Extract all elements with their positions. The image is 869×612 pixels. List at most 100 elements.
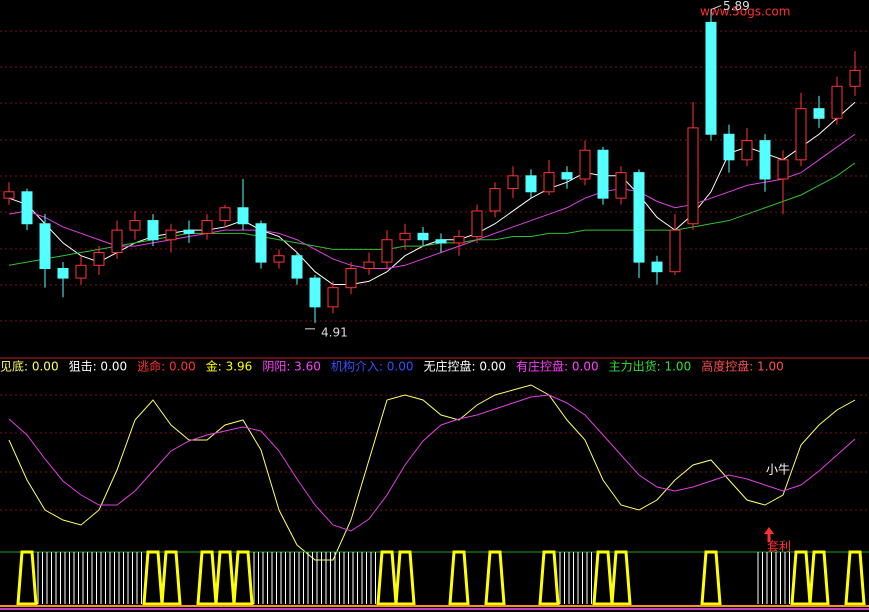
- candle-body: [471, 210, 483, 238]
- candle-body: [669, 229, 681, 273]
- signal-hatch: [289, 552, 304, 604]
- candle-body: [21, 191, 33, 225]
- signal-trapezoid: [700, 550, 722, 606]
- candle-body: [183, 229, 195, 234]
- candle-body: [165, 229, 177, 241]
- candle-body: [309, 277, 321, 308]
- signal-hatch: [343, 552, 358, 604]
- candle-body: [3, 191, 15, 199]
- low-label: 4.91: [321, 325, 348, 339]
- signal-trapezoid: [16, 550, 38, 606]
- indicator-label: 无庄控盘: 0.00: [423, 359, 506, 374]
- candle-body: [273, 255, 285, 263]
- signal-label: 套利: [767, 540, 791, 554]
- candle-body: [741, 140, 753, 161]
- signal-hatch: [559, 552, 574, 604]
- candle-body: [417, 232, 429, 241]
- oscillator-line: [8, 384, 856, 561]
- candle-body: [831, 85, 843, 119]
- candle-body: [201, 220, 213, 234]
- candle-body: [633, 172, 645, 263]
- signal-trapezoid: [844, 550, 866, 606]
- signal-hatch: [577, 552, 592, 604]
- signal-arrow: [764, 527, 774, 542]
- signal-trapezoid: [142, 550, 164, 606]
- candle-body: [795, 108, 807, 161]
- candle-body: [93, 252, 105, 266]
- signal-hatch: [73, 552, 88, 604]
- indicator-label: 狙击: 0.00: [69, 360, 128, 374]
- signal-trapezoid: [610, 550, 632, 606]
- signal-hatch: [253, 552, 268, 604]
- signal-hatch: [361, 552, 376, 604]
- indicator-label: 机构介入: 0.00: [331, 359, 414, 374]
- candle-body: [129, 220, 141, 231]
- candle-body: [381, 239, 393, 263]
- candle-body: [255, 223, 267, 263]
- watermark: www.5ogs.com: [700, 5, 790, 19]
- signal-hatch: [55, 552, 70, 604]
- oscillator-line: [8, 394, 856, 532]
- moving-average-line: [8, 162, 856, 266]
- candle-body: [759, 140, 771, 180]
- candle-body: [489, 188, 501, 212]
- candle-body: [777, 159, 789, 180]
- candle-body: [687, 127, 699, 225]
- candle-body: [813, 108, 825, 119]
- signal-trapezoid: [214, 550, 236, 606]
- indicator-label: 逃命: 0.00: [137, 359, 196, 374]
- signal-hatch: [37, 552, 52, 604]
- candle-body: [597, 149, 609, 199]
- candle-body: [39, 223, 51, 269]
- signal-trapezoid: [484, 550, 506, 606]
- candle-body: [543, 172, 555, 193]
- signal-trapezoid: [376, 550, 398, 606]
- signal-hatch: [91, 552, 106, 604]
- candle-body: [75, 264, 87, 279]
- candle-body: [363, 261, 375, 270]
- candle-body: [561, 172, 573, 180]
- candle-body: [237, 207, 249, 225]
- signal-trapezoid: [394, 550, 416, 606]
- candle-body: [723, 133, 735, 161]
- signal-trapezoid: [538, 550, 560, 606]
- signal-hatch: [757, 552, 772, 604]
- candle-body: [579, 149, 591, 180]
- signal-trapezoid: [448, 550, 470, 606]
- candle-body: [327, 287, 339, 308]
- candle-body: [651, 261, 663, 273]
- indicator-label: 高度控盘: 1.00: [701, 359, 784, 374]
- indicator-label: 阴阳: 3.60: [262, 360, 321, 374]
- candle-body: [507, 175, 519, 190]
- signal-trapezoid: [592, 550, 614, 606]
- signal-trapezoid: [196, 550, 218, 606]
- note-label: 小牛: [766, 462, 790, 477]
- candle-body: [849, 69, 861, 87]
- high-label: 5.89: [723, 0, 750, 13]
- candle-body: [525, 175, 537, 193]
- signal-hatch: [307, 552, 322, 604]
- candle-body: [57, 268, 69, 279]
- signal-hatch: [775, 552, 790, 604]
- candle-body: [435, 239, 447, 244]
- candle-body: [111, 229, 123, 254]
- signal-hatch: [109, 552, 124, 604]
- signal-hatch: [127, 552, 142, 604]
- candle-body: [147, 220, 159, 241]
- indicator-label: 金: 3.96: [206, 359, 253, 374]
- signal-hatch: [271, 552, 286, 604]
- signal-trapezoid: [790, 550, 812, 606]
- candle-body: [291, 255, 303, 279]
- signal-trapezoid: [232, 550, 254, 606]
- candle-body: [399, 232, 411, 241]
- candle-body: [219, 207, 231, 222]
- signal-hatch: [325, 552, 340, 604]
- signal-trapezoid: [160, 550, 182, 606]
- high-pointer: [710, 5, 722, 11]
- indicator-label: 见底: 0.00: [0, 359, 59, 374]
- indicator-label: 主力出货: 1.00: [609, 359, 692, 374]
- indicator-label: 有庄控盘: 0.00: [516, 359, 599, 374]
